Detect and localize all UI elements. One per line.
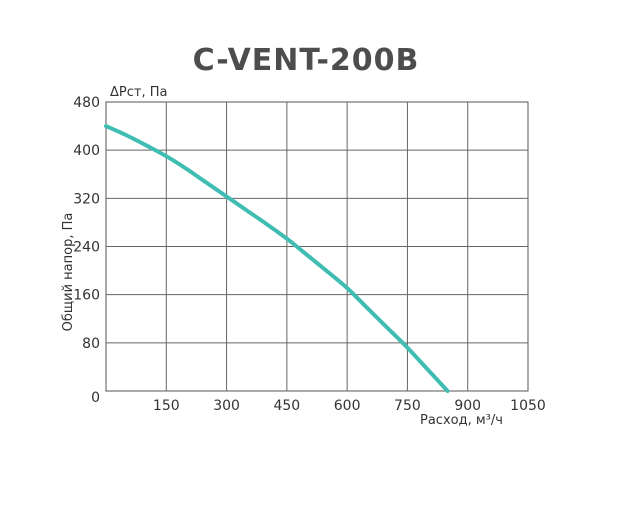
y-tick-label: 160 <box>73 288 100 304</box>
x-tick-label: 750 <box>394 398 421 414</box>
x-tick-label: 900 <box>454 398 481 414</box>
series-layer <box>104 124 450 393</box>
tick-labels: 150 300 450 600 750 900 1050 80 160 240 320 400 480 0 <box>73 95 546 414</box>
y-tick-label: 480 <box>73 95 100 111</box>
x-tick-label: 450 <box>273 398 300 414</box>
y-tick-label: 320 <box>73 191 100 207</box>
y-axis-top-label: ΔPст, Па <box>110 85 167 100</box>
y-axis-label: Общий напор, Па <box>61 213 76 332</box>
x-axis-label: Расход, м³/ч <box>420 413 503 428</box>
series-line <box>104 124 450 393</box>
x-tick-label: 150 <box>153 398 180 414</box>
x-tick-label: 1050 <box>510 398 546 414</box>
grid <box>105 101 529 392</box>
x-tick-label: 300 <box>213 398 240 414</box>
y-tick-label: 80 <box>82 336 100 352</box>
x-tick-label: 600 <box>334 398 361 414</box>
chart-title: C-VENT-200B <box>193 43 420 78</box>
y-tick-label: 400 <box>73 143 100 159</box>
y-tick-label: 240 <box>73 240 100 256</box>
origin-label: 0 <box>91 390 100 406</box>
